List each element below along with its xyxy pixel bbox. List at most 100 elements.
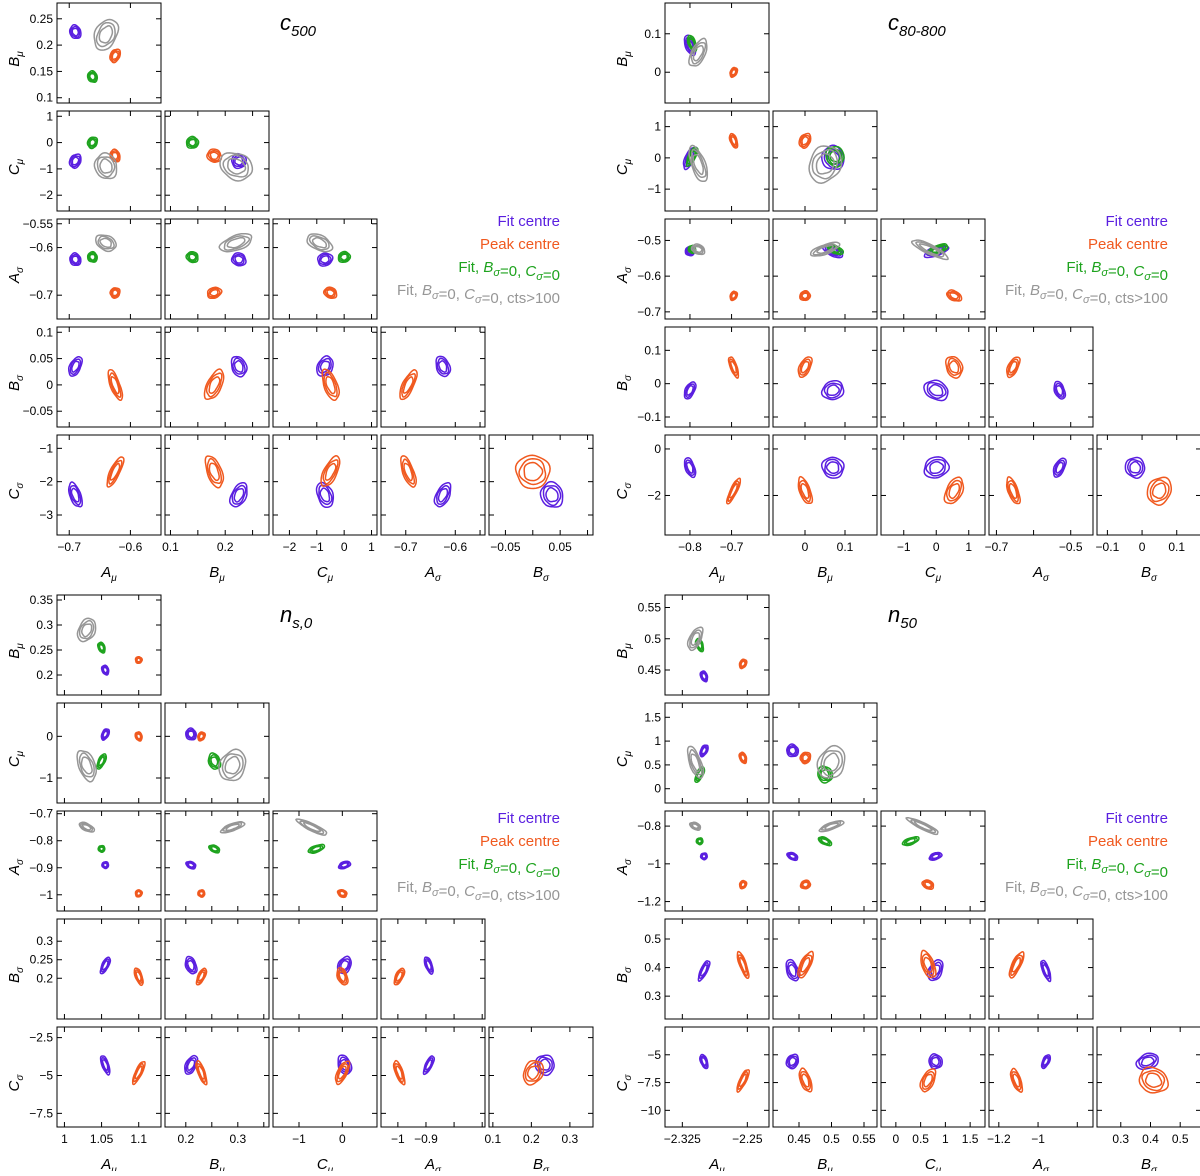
contour-peak-centre-level-1 bbox=[209, 151, 220, 161]
contour-group bbox=[185, 232, 253, 300]
contour-group bbox=[69, 234, 121, 299]
contour-fit-centre-level-1 bbox=[1140, 1056, 1155, 1067]
contour-fit-centre-level-3 bbox=[699, 744, 709, 758]
contour-fit-centre-level-2 bbox=[684, 383, 696, 399]
panel-Cmu-vs-Bsig bbox=[880, 326, 986, 428]
x-axis-label-text: Bμ bbox=[209, 564, 225, 584]
x-tick-label: 0.1 bbox=[485, 1132, 502, 1146]
x-axis-label: Bσ bbox=[1141, 564, 1158, 584]
x-tick-label: 1 bbox=[368, 540, 375, 554]
contour-fit-centre-level-2 bbox=[318, 253, 332, 265]
contour-fit-b-0-c-0-level-2 bbox=[186, 252, 198, 263]
x-axis-label: Aμ bbox=[100, 1156, 117, 1176]
contour-peak-centre-level-3 bbox=[203, 368, 225, 401]
y-tick-label: 0.2 bbox=[36, 971, 53, 985]
contour-peak-centre-level-3 bbox=[797, 950, 814, 979]
x-tick-label: 0.45 bbox=[787, 1132, 811, 1146]
contour-group bbox=[923, 456, 965, 505]
contour-fit-centre-level-1 bbox=[233, 488, 245, 503]
panel-Amu-vs-Bmu: 0.45 0.5 0.55 Bμ bbox=[614, 594, 770, 696]
y-axis-label-text: Cσ bbox=[6, 1074, 26, 1092]
panel-Asig-vs-Bsig bbox=[988, 326, 1094, 428]
y-tick-label: −2.5 bbox=[29, 1031, 53, 1045]
panel-Cmu-vs-Csig: −1 0 1 Cμ bbox=[880, 434, 986, 584]
figure-title-4: n50 bbox=[888, 602, 918, 632]
x-tick-label: −1 bbox=[1031, 1132, 1045, 1146]
y-tick-label: 0.25 bbox=[30, 12, 54, 26]
y-axis-label: Aσ bbox=[6, 858, 26, 876]
contour-fit-b-0-c-0-level-2 bbox=[818, 766, 832, 782]
contour-peak-centre-level-3 bbox=[134, 655, 143, 665]
panel-Bmu-vs-Bsig bbox=[164, 918, 270, 1020]
contour-fit-centre-level-2 bbox=[186, 728, 196, 740]
contour-fit-b-0-c-0-level-2 bbox=[186, 137, 198, 148]
y-axis-label-text: Cμ bbox=[6, 158, 26, 175]
contour-fit-b-0-c-0-level-1 bbox=[829, 149, 841, 163]
y-tick-label: 0.05 bbox=[30, 352, 54, 366]
contour-group bbox=[336, 955, 352, 986]
contour-fit-b-0-c-0-cts-100-level-3 bbox=[809, 241, 841, 257]
panel-Amu-vs-Bsig: −0.1 0 0.1 Bσ bbox=[614, 326, 770, 428]
contour-peak-centre-level-2 bbox=[730, 291, 738, 300]
x-tick-label: −1 bbox=[310, 540, 324, 554]
contour-peak-centre-level-1 bbox=[949, 292, 959, 300]
contour-fit-b-0-c-0-level-3 bbox=[97, 844, 106, 854]
contour-group bbox=[184, 1054, 208, 1086]
contour-fit-b-0-c-0-cts-100-level-1 bbox=[81, 623, 93, 638]
panel-frame bbox=[164, 1026, 270, 1128]
contour-peak-centre-level-3 bbox=[797, 475, 814, 505]
x-tick-label: 0.2 bbox=[523, 1132, 540, 1146]
x-tick-label: 0.5 bbox=[1172, 1132, 1189, 1146]
x-tick-label: 0 bbox=[802, 540, 809, 554]
contour-peak-centre-level-3 bbox=[799, 289, 812, 302]
panel-frame bbox=[772, 326, 878, 428]
y-tick-label: 0.25 bbox=[30, 643, 54, 657]
panel-Amu-vs-Csig: −2 0 Cσ −0.8 −0.7 Aμ bbox=[614, 434, 770, 584]
contour-fit-b-0-c-0-cts-100-level-1 bbox=[918, 243, 941, 256]
contour-fit-b-0-c-0-cts-100-level-1 bbox=[692, 44, 705, 62]
legend-item-4: Fit, Bσ=0, Cσ=0, cts>100 bbox=[1005, 879, 1168, 904]
panel-frame bbox=[272, 218, 378, 320]
x-tick-label: 0.1 bbox=[162, 540, 179, 554]
contour-fit-b-0-c-0-cts-100-level-3 bbox=[688, 821, 702, 831]
y-tick-label: −10 bbox=[641, 1103, 662, 1117]
contour-peak-centre-level-1 bbox=[800, 360, 810, 374]
x-tick-label: −0.5 bbox=[1059, 540, 1083, 554]
contour-peak-centre-level-1 bbox=[1144, 1072, 1163, 1088]
contour-peak-centre-level-2 bbox=[134, 969, 143, 984]
contour-fit-centre-level-1 bbox=[826, 384, 840, 396]
contour-fit-centre-level-2 bbox=[926, 381, 947, 400]
contour-peak-centre-level-2 bbox=[729, 134, 738, 148]
contour-fit-centre-level-1 bbox=[71, 156, 80, 166]
y-axis-label-text: Bσ bbox=[614, 966, 634, 983]
x-tick-label: −0.8 bbox=[678, 540, 702, 554]
contour-fit-centre-level-3 bbox=[786, 851, 799, 862]
x-axis-label: Aμ bbox=[708, 1156, 725, 1176]
contour-group bbox=[1005, 457, 1067, 505]
contour-fit-centre-level-2 bbox=[69, 485, 82, 506]
contour-fit-b-0-c-0-level-1 bbox=[89, 253, 96, 261]
contour-fit-centre-level-3 bbox=[1040, 959, 1052, 983]
contour-fit-b-0-c-0-level-1 bbox=[188, 253, 197, 261]
contour-group bbox=[798, 132, 845, 184]
y-tick-label: 0 bbox=[46, 136, 53, 150]
contour-group bbox=[315, 455, 341, 508]
contour-fit-centre-level-3 bbox=[100, 728, 111, 741]
y-axis-label: Bσ bbox=[614, 374, 634, 391]
x-axis-label: Aσ bbox=[424, 1156, 442, 1176]
contour-peak-centre-level-3 bbox=[1146, 476, 1173, 506]
x-tick-label: −0.6 bbox=[443, 540, 467, 554]
contour-peak-centre-level-1 bbox=[738, 1073, 747, 1088]
y-tick-label: 0 bbox=[654, 782, 661, 796]
contour-fit-b-0-c-0-cts-100-level-3 bbox=[690, 243, 706, 256]
y-axis-label: Cσ bbox=[614, 1074, 634, 1092]
contour-peak-centre-level-1 bbox=[197, 1065, 205, 1080]
contour-group bbox=[203, 355, 248, 401]
contour-fit-b-0-c-0-cts-100-level-1 bbox=[311, 236, 328, 249]
contour-fit-b-0-c-0-level-1 bbox=[188, 138, 197, 147]
x-axis-label: Bμ bbox=[817, 1156, 833, 1176]
contour-fit-centre-level-3 bbox=[99, 956, 112, 975]
contour-peak-centre-level-2 bbox=[921, 1070, 935, 1090]
contour-peak-centre-level-1 bbox=[134, 1065, 143, 1080]
contour-fit-centre-level-3 bbox=[337, 1054, 353, 1076]
